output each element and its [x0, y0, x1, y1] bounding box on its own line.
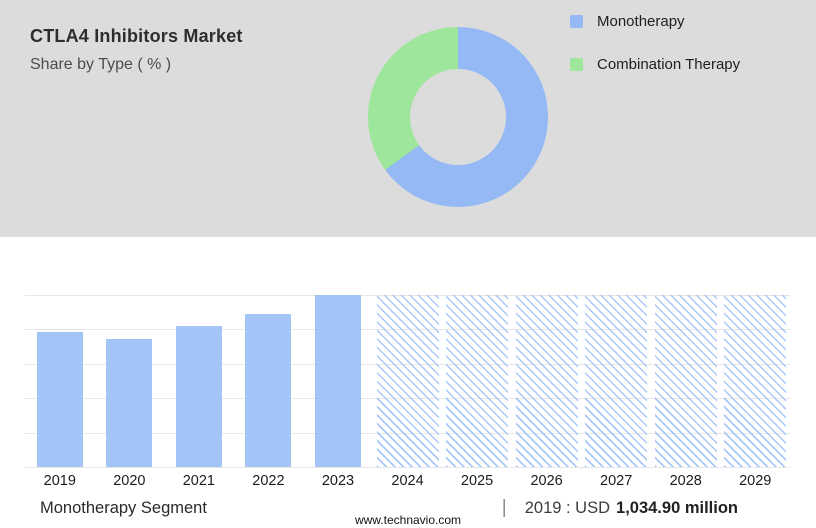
website-link[interactable]: www.technavio.com [354, 513, 462, 527]
legend-label: Monotherapy [597, 13, 685, 30]
x-axis-label: 2024 [391, 473, 424, 489]
value-bold: 1,034.90 million [616, 499, 738, 517]
donut-chart [368, 27, 548, 207]
bar [314, 295, 361, 467]
x-axis-label: 2029 [739, 473, 772, 489]
bar-slot [442, 295, 512, 467]
bar-slot [651, 295, 721, 467]
value-wrap: | 2019 : USD 1,034.90 million [502, 497, 738, 519]
bar-slot [234, 295, 304, 467]
bar-slot [164, 295, 234, 467]
bar [245, 313, 292, 467]
page-subtitle: Share by Type ( % ) [30, 56, 172, 73]
bar-slot [303, 295, 373, 467]
market-trend-panel: 2019 2020 2021 2022 2023 2024 2025 2026 2027 2028… [0, 237, 816, 528]
forecast-bar [446, 295, 509, 467]
forecast-bar [654, 295, 717, 467]
legend-item: Combination Therapy [570, 56, 740, 73]
page-title: CTLA4 Inhibitors Market [30, 26, 243, 46]
bar-slot [373, 295, 443, 467]
bar-slot [512, 295, 582, 467]
share-by-type-panel: CTLA4 Inhibitors Market Share by Type ( … [0, 0, 816, 237]
bar [106, 338, 153, 467]
value-prefix: 2019 : USD [524, 499, 611, 517]
bar-slot [581, 295, 651, 467]
bar-slot [720, 295, 790, 467]
x-axis-label: 2023 [321, 473, 355, 489]
x-axis-label: 2026 [530, 473, 563, 489]
legend-label: Combination Therapy [597, 56, 741, 73]
legend-swatch-icon [570, 15, 583, 28]
separator: | [501, 497, 507, 518]
forecast-bar [585, 295, 648, 467]
x-axis-label: 2027 [600, 473, 633, 489]
bars [25, 295, 790, 467]
bar-slot [25, 295, 95, 467]
legend-item: Monotherapy [570, 13, 740, 30]
x-axis-label: 2022 [252, 473, 285, 489]
header: CTLA4 Inhibitors Market Share by Type ( … [30, 26, 243, 74]
forecast-bar [376, 295, 439, 467]
bar-slot [95, 295, 165, 467]
donut-hole [410, 69, 506, 165]
gridline [25, 467, 790, 468]
x-axis-label: 2028 [669, 473, 702, 489]
segment-label: Monotherapy Segment [40, 499, 207, 517]
footer-row: Monotherapy Segment | 2019 : USD 1,034.9… [40, 497, 738, 519]
legend: Monotherapy Combination Therapy [570, 13, 740, 73]
legend-swatch-icon [570, 58, 583, 71]
bar-chart [25, 295, 790, 468]
forecast-bar [724, 295, 787, 467]
forecast-bar [515, 295, 578, 467]
x-axis-label: 2025 [460, 473, 494, 489]
x-axis-label: 2019 [43, 473, 76, 489]
bar [175, 326, 222, 467]
x-axis-label: 2020 [113, 473, 146, 489]
x-axis-label: 2021 [182, 473, 215, 489]
bar [36, 332, 83, 467]
x-axis-labels: 2019 2020 2021 2022 2023 2024 2025 2026 2027 2028… [25, 473, 790, 489]
